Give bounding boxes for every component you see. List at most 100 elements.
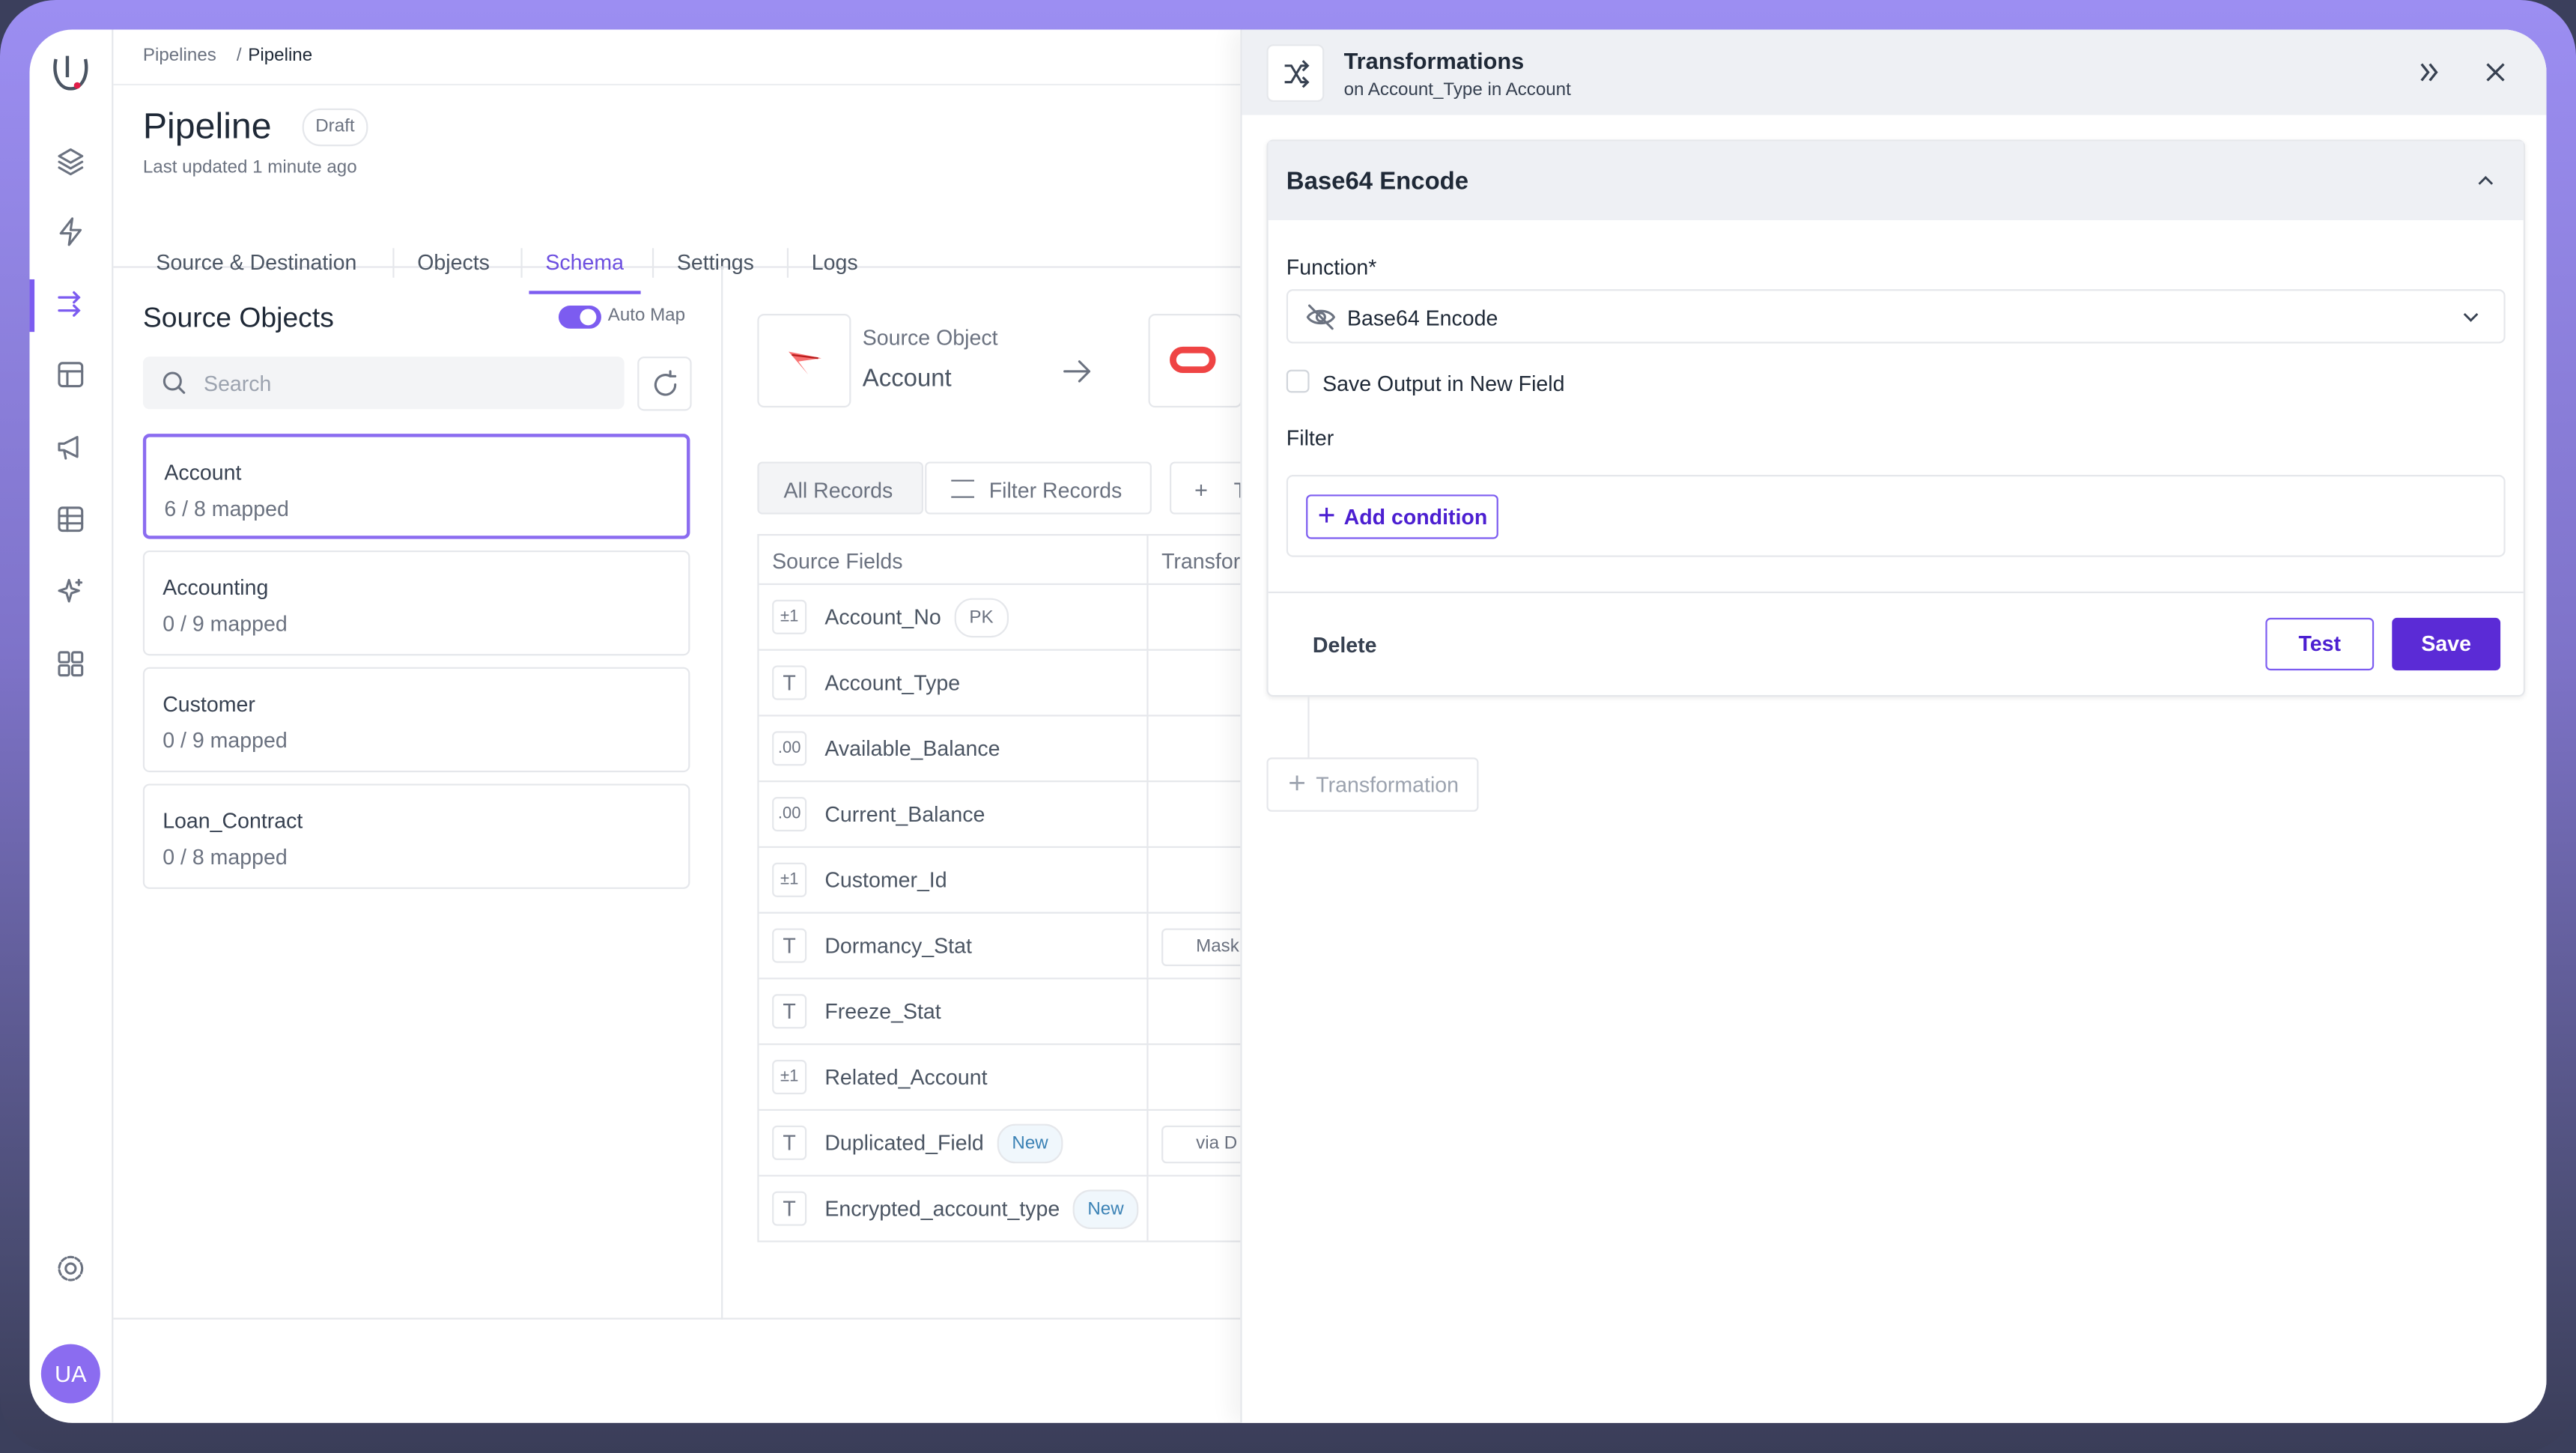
tab[interactable]: Schema	[545, 249, 625, 275]
save-button[interactable]: Save	[2392, 617, 2501, 671]
auto-map-label: Auto Map	[607, 306, 686, 326]
tab[interactable]: Logs	[811, 249, 858, 275]
divider	[113, 83, 1241, 86]
nav-layout[interactable]	[54, 358, 87, 391]
field-name: Dormancy_Stat	[824, 933, 972, 959]
source-logo	[757, 314, 851, 408]
test-button[interactable]: Test	[2265, 617, 2375, 671]
refresh-button[interactable]	[637, 357, 692, 411]
field-type-icon: T	[772, 994, 807, 1029]
field-row: ±1 Customer_Id	[759, 848, 1241, 914]
divider	[113, 1317, 1241, 1320]
section-title: Source Objects	[142, 302, 334, 334]
column-divider	[1146, 650, 1149, 715]
filter-label: Filter	[1286, 425, 1334, 451]
field-row: ±1 Account_No PK	[759, 585, 1241, 651]
field-name: Customer_Id	[824, 867, 947, 893]
panel-subtitle: on Account_Type in Account	[1343, 80, 1571, 100]
page-title: Pipeline	[142, 105, 272, 147]
object-card[interactable]: Loan_Contract 0 / 8 mapped	[142, 783, 690, 889]
object-card[interactable]: Customer 0 / 9 mapped	[142, 667, 690, 773]
field-tag: New	[997, 1123, 1063, 1164]
breadcrumb-link[interactable]: Pipelines	[142, 46, 216, 66]
tab-separator	[786, 248, 789, 278]
button-label: All Records	[783, 478, 893, 503]
tab[interactable]: Source & Destination	[156, 249, 357, 275]
nav-pipelines[interactable]	[54, 288, 87, 321]
add-transformation-button[interactable]: Transformation	[1266, 757, 1479, 812]
refresh-icon	[654, 370, 677, 396]
field-type-icon: T	[772, 665, 807, 700]
object-card[interactable]: Accounting 0 / 9 mapped	[142, 550, 690, 656]
field-tag: New	[1072, 1189, 1139, 1230]
arrow-icon	[1063, 360, 1091, 383]
field-name: Encrypted_account_type	[824, 1196, 1060, 1222]
nav-grid[interactable]	[54, 647, 87, 680]
avatar[interactable]: UA	[40, 1344, 100, 1404]
field-name: Available_Balance	[824, 735, 1000, 761]
chevron-up[interactable]	[2476, 172, 2495, 189]
close-button[interactable]	[2484, 61, 2507, 84]
toggle-knob	[580, 309, 597, 326]
field-name: Related_Account	[824, 1064, 988, 1090]
field-type-icon: ±1	[772, 599, 807, 634]
destination-logo	[1148, 314, 1241, 408]
record-button[interactable]: All Records	[757, 461, 923, 515]
record-button[interactable]: Tr +	[1170, 461, 1241, 515]
field-row: ±1 Related_Account	[759, 1045, 1241, 1111]
logo	[53, 55, 88, 91]
nav-table[interactable]	[54, 503, 87, 536]
transform-chip: Mask	[1161, 928, 1241, 967]
record-button[interactable]: Filter Records	[925, 461, 1152, 515]
tab-separator	[651, 248, 654, 278]
auto-map-toggle[interactable]	[558, 306, 601, 329]
collapse-button[interactable]	[2418, 61, 2441, 84]
column-header: Source Fields	[772, 548, 903, 574]
field-type-icon: .00	[772, 797, 807, 832]
object-mapped: 0 / 8 mapped	[162, 844, 288, 870]
function-select[interactable]: Base64 Encode	[1286, 289, 2506, 344]
object-mapped: 6 / 8 mapped	[164, 496, 289, 521]
status-badge: Draft	[302, 108, 368, 147]
tab-underline	[529, 291, 641, 294]
chevron-down	[2463, 313, 2479, 322]
add-condition-button[interactable]: Add condition	[1306, 494, 1499, 539]
eye-off-icon	[1306, 304, 1335, 330]
source-label: Source Object	[862, 325, 998, 351]
nav-layers[interactable]	[54, 145, 87, 178]
filter-box: Add condition	[1286, 475, 2506, 557]
tab-separator	[520, 248, 523, 278]
field-type-icon: .00	[772, 731, 807, 766]
column-divider	[1146, 716, 1149, 781]
plus-icon: +	[1194, 476, 1208, 503]
search-icon	[162, 371, 186, 394]
object-card[interactable]: Account 6 / 8 mapped	[142, 434, 690, 539]
app: UA Pipelines / Pipeline Pipeline Draft L…	[29, 29, 2547, 1423]
function-label: Function*	[1286, 255, 1377, 279]
object-name: Accounting	[162, 574, 269, 600]
last-updated: Last updated 1 minute ago	[142, 157, 357, 178]
column-divider	[1146, 913, 1149, 978]
filter-icon	[951, 479, 974, 498]
column-divider	[1146, 979, 1149, 1044]
nav-settings[interactable]	[54, 1252, 87, 1285]
nav-bolt[interactable]	[54, 215, 87, 248]
column-divider	[1146, 1111, 1149, 1175]
search-input[interactable]: Search	[142, 357, 625, 410]
breadcrumb-current: Pipeline	[248, 46, 313, 66]
tab[interactable]: Objects	[417, 249, 490, 275]
card-header[interactable]	[1268, 141, 2524, 220]
field-table: Source Fields Transfor ±1 Account_No PK T Acco…	[757, 534, 1241, 1243]
column-header: Transfor	[1161, 548, 1241, 574]
search-placeholder: Search	[204, 371, 272, 396]
card-title: Base64 Encode	[1286, 167, 1469, 196]
nav-megaphone[interactable]	[54, 431, 87, 464]
button-label: Filter Records	[988, 478, 1123, 503]
field-type-icon: T	[772, 928, 807, 963]
tab-bar: Source & Destination Objects Schema Setting…	[113, 210, 1241, 294]
checkbox[interactable]	[1286, 369, 1310, 393]
delete-button[interactable]: Delete	[1312, 632, 1377, 658]
destination-icon	[1170, 346, 1216, 374]
nav-sparkles[interactable]	[54, 575, 87, 608]
tab[interactable]: Settings	[676, 249, 754, 275]
